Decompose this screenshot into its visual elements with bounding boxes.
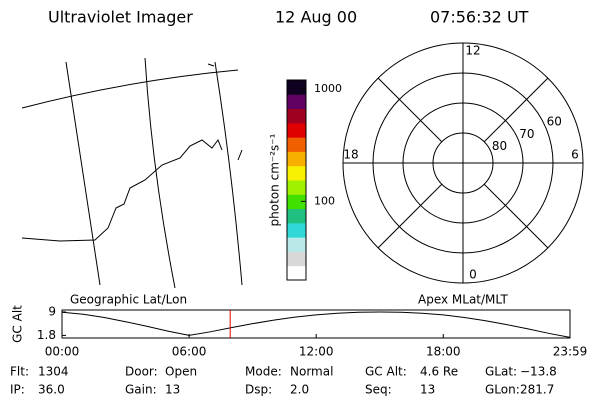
colorbar-tick-label: 100 — [314, 194, 335, 207]
info-value: 4.6 Re — [420, 365, 458, 379]
y-tick-label: 9 — [48, 304, 56, 318]
info-label: IP: — [10, 383, 25, 397]
y-axis-label: GC Alt — [11, 305, 25, 343]
info-value: Normal — [290, 365, 333, 379]
colorbar-segment — [287, 194, 306, 210]
x-tick-label: 23:59 — [553, 345, 588, 359]
x-tick-label: 12:00 — [299, 345, 334, 359]
colorbar-segment — [287, 80, 306, 95]
colorbar-tick-label: 1000 — [314, 82, 342, 95]
date: 12 Aug 00 — [275, 8, 357, 27]
geo-map — [21, 57, 243, 289]
colorbar-segment — [287, 151, 306, 167]
info-value: −13.8 — [520, 365, 557, 379]
colorbar-segment — [287, 108, 306, 124]
longitude-line — [214, 61, 243, 286]
longitude-line — [65, 61, 101, 286]
info-label: Gain: — [125, 383, 157, 397]
info-label: GLat: — [485, 365, 517, 379]
colorbar-segment — [287, 222, 306, 238]
x-tick-label: 00:00 — [45, 345, 80, 359]
info-label: Seq: — [365, 383, 392, 397]
info-value: 1304 — [38, 365, 69, 379]
colorbar-frame — [286, 79, 307, 281]
info-value: 13 — [420, 383, 435, 397]
x-tick-label: 06:00 — [172, 345, 207, 359]
y-tick-label: 1.8 — [37, 328, 56, 342]
mlt-label: 12 — [465, 44, 480, 58]
colorbar-segment — [287, 208, 306, 224]
title: Ultraviolet Imager — [48, 8, 193, 27]
colorbar-segment — [287, 122, 306, 138]
colorbar-segment — [287, 237, 306, 252]
latitude-line — [21, 69, 239, 109]
info-value: 281.7 — [520, 383, 554, 397]
left-label: Geographic Lat/Lon — [70, 293, 187, 307]
lat-label: 80 — [492, 139, 507, 153]
info-value: Open — [165, 365, 197, 379]
diagonal-line — [377, 77, 443, 143]
lat-label: 60 — [547, 115, 562, 129]
diagonal-line — [483, 77, 549, 143]
mlt-label: 6 — [571, 148, 579, 162]
x-tick-label: 18:00 — [426, 345, 461, 359]
info-value: 2.0 — [290, 383, 309, 397]
colorbar-segment — [287, 265, 306, 281]
info-label: GLon: — [485, 383, 520, 397]
lat-label: 70 — [519, 127, 534, 141]
right-label: Apex MLat/MLT — [418, 293, 508, 307]
info-value: 36.0 — [38, 383, 65, 397]
info-value: 13 — [165, 383, 180, 397]
coastline — [21, 63, 243, 242]
info-label: Door: — [125, 365, 158, 379]
diagonal-line — [377, 183, 443, 249]
colorbar-segment — [287, 137, 306, 152]
diagonal-line — [483, 183, 549, 249]
longitude-line — [144, 57, 176, 289]
colorbar-label: photon cm⁻²s⁻¹ — [268, 133, 282, 226]
mlt-label: 0 — [469, 268, 477, 282]
colorbar-segment — [287, 180, 306, 195]
info-label: Dsp: — [245, 383, 272, 397]
colorbar-segment — [287, 165, 306, 181]
time: 07:56:32 UT — [430, 8, 529, 27]
altitude-line — [61, 311, 571, 338]
info-label: Mode: — [245, 365, 282, 379]
info-label: GC Alt: — [365, 365, 407, 379]
mlt-label: 18 — [343, 148, 358, 162]
info-label: Flt: — [10, 365, 29, 379]
colorbar-segment — [287, 251, 306, 267]
colorbar-segment — [287, 94, 306, 110]
